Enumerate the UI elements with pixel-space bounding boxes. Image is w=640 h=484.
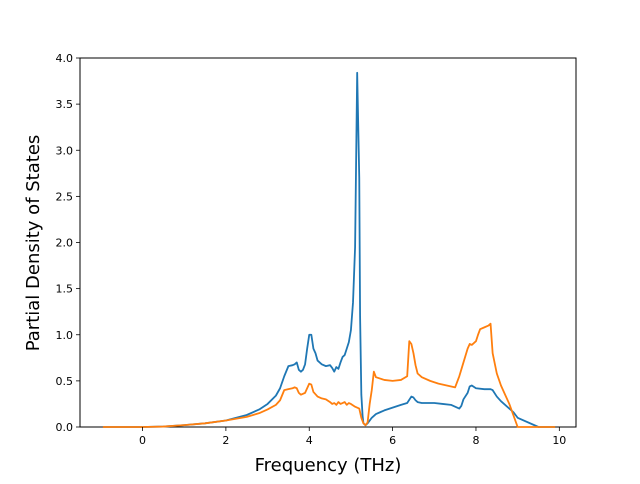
y-tick-label: 2.0 (56, 237, 74, 250)
y-tick-label: 4.0 (56, 52, 74, 65)
x-tick-label: 4 (306, 434, 313, 447)
y-tick-label: 1.0 (56, 329, 74, 342)
y-tick-label: 3.5 (56, 98, 74, 111)
series-line-2 (102, 322, 556, 428)
x-tick-label: 6 (389, 434, 396, 447)
y-tick-label: 0.5 (56, 375, 74, 388)
x-tick-label: 2 (222, 434, 229, 447)
y-tick-label: 2.5 (56, 190, 74, 203)
x-tick-label: 0 (139, 434, 146, 447)
y-tick-label: 3.0 (56, 144, 74, 157)
y-tick-label: 0.0 (56, 421, 74, 434)
series-line-1 (102, 71, 556, 428)
series-layer (102, 71, 556, 428)
x-tick-label: 8 (472, 434, 479, 447)
y-tick-label: 1.5 (56, 283, 74, 296)
ticks-layer: 0 2 4 6 8 10 0.0 0.5 1.0 1.5 2.0 2.5 3.0 3.5 4.0 (56, 52, 567, 447)
x-axis-label: Frequency (THz) (255, 455, 402, 476)
x-tick-label: 10 (552, 434, 566, 447)
y-axis-label: Partial Density of States (23, 135, 44, 352)
